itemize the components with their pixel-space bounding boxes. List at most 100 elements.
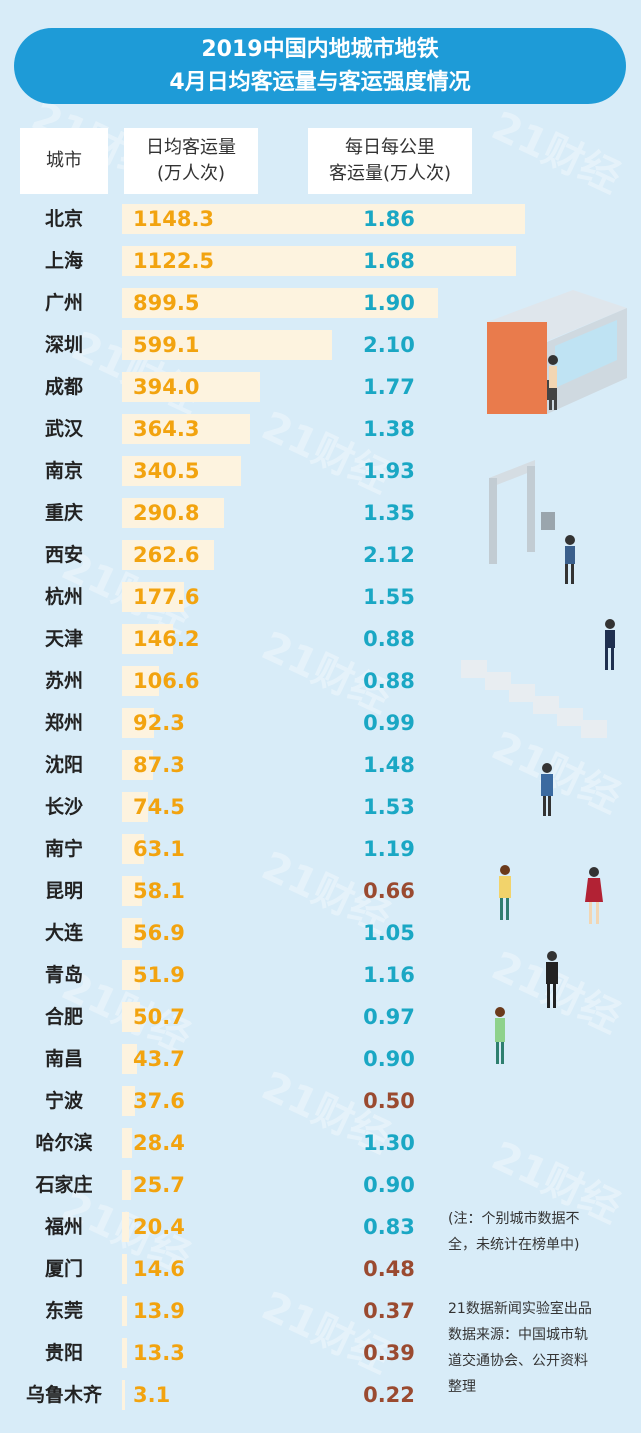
ridership-intensity-value: 0.66	[363, 879, 415, 903]
ridership-intensity-value: 1.55	[363, 585, 415, 609]
city-label: 杭州	[44, 586, 83, 608]
table-row: 南宁 63.1 1.19	[0, 828, 641, 870]
source-line4: 整理	[448, 1379, 476, 1395]
source-note: 21数据新闻实验室出品 数据来源：中国城市轨 道交通协会、公开资料 整理	[448, 1296, 592, 1400]
metro-station-illustration	[461, 290, 627, 738]
table-row: 青岛 51.9 1.16	[0, 954, 641, 996]
table-row: 乌鲁木齐 3.1 0.22	[0, 1374, 641, 1416]
avg-ridership-value: 13.9	[133, 1299, 185, 1323]
chart-title-banner: 2019中国内地城市地铁 4月日均客运量与客运强度情况	[14, 28, 626, 104]
ridership-intensity-value: 2.12	[363, 543, 415, 567]
ridership-intensity-value: 0.37	[363, 1299, 415, 1323]
ridership-bar	[122, 1044, 138, 1074]
city-label: 石家庄	[35, 1174, 93, 1196]
city-label: 郑州	[44, 712, 83, 734]
table-row: 大连 56.9 1.05	[0, 912, 641, 954]
table-row: 重庆 290.8 1.35	[0, 492, 641, 534]
disclaimer-line1: (注：个别城市数据不	[448, 1211, 580, 1227]
avg-ridership-value: 106.6	[133, 669, 200, 693]
table-row: 上海 1122.5 1.68	[0, 240, 641, 282]
city-label: 昆明	[44, 880, 83, 902]
chart-title-line2: 4月日均客运量与客运强度情况	[169, 70, 471, 95]
city-label: 宁波	[44, 1090, 83, 1112]
avg-ridership-value: 146.2	[133, 627, 200, 651]
ridership-intensity-value: 0.88	[363, 627, 415, 651]
ridership-intensity-value: 1.38	[363, 417, 415, 441]
table-row: 武汉 364.3 1.38	[0, 408, 641, 450]
passenger-icon	[499, 865, 511, 920]
source-line1: 21数据新闻实验室出品	[448, 1301, 592, 1317]
turnstile-row-icon	[461, 619, 615, 738]
ridership-bar	[122, 876, 143, 906]
ridership-intensity-value: 0.88	[363, 669, 415, 693]
avg-ridership-value: 50.7	[133, 1005, 185, 1029]
city-label: 重庆	[44, 502, 83, 524]
avg-ridership-value: 3.1	[133, 1383, 171, 1407]
ridership-bar	[122, 1170, 132, 1200]
table-row: 石家庄 25.7 0.90	[0, 1164, 641, 1206]
ridership-intensity-value: 1.53	[363, 795, 415, 819]
ridership-intensity-value: 1.19	[363, 837, 415, 861]
table-row: 厦门 14.6 0.48	[0, 1248, 641, 1290]
passenger-icon	[585, 867, 603, 924]
city-label: 成都	[44, 376, 83, 398]
ridership-bar	[122, 204, 525, 234]
avg-ridership-value: 177.6	[133, 585, 200, 609]
ridership-bar	[122, 1254, 128, 1284]
ridership-intensity-value: 0.90	[363, 1173, 415, 1197]
ridership-bar	[122, 456, 242, 486]
table-row: 南昌 43.7 0.90	[0, 1038, 641, 1080]
city-label: 天津	[44, 628, 83, 650]
table-row: 天津 146.2 0.88	[0, 618, 641, 660]
chart-title-line1: 2019中国内地城市地铁	[201, 37, 439, 62]
avg-ridership-value: 58.1	[133, 879, 185, 903]
avg-ridership-value: 599.1	[133, 333, 200, 357]
avg-ridership-value: 364.3	[133, 417, 200, 441]
header-avg-line2: (万人次)	[156, 163, 226, 184]
ridership-intensity-value: 0.90	[363, 1047, 415, 1071]
passenger-icon	[541, 763, 553, 816]
ridership-intensity-value: 1.77	[363, 375, 415, 399]
table-row: 成都 394.0 1.77	[0, 366, 641, 408]
header-avg-ridership: 日均客运量 (万人次)	[124, 128, 258, 194]
city-label: 上海	[44, 250, 83, 272]
table-row: 苏州 106.6 0.88	[0, 660, 641, 702]
table-row: 西安 262.6 2.12	[0, 534, 641, 576]
ridership-intensity-value: 1.90	[363, 291, 415, 315]
passenger-icon	[546, 951, 558, 1008]
avg-ridership-value: 1122.5	[133, 249, 215, 273]
ridership-intensity-value: 0.22	[363, 1383, 415, 1407]
ridership-intensity-value: 0.97	[363, 1005, 415, 1029]
city-label: 苏州	[44, 670, 83, 692]
table-row: 北京 1148.3 1.86	[0, 198, 641, 240]
ridership-bar	[122, 1380, 125, 1410]
source-line2: 数据来源：中国城市轨	[448, 1327, 588, 1343]
avg-ridership-value: 262.6	[133, 543, 200, 567]
table-row: 合肥 50.7 0.97	[0, 996, 641, 1038]
city-label: 深圳	[44, 334, 83, 356]
city-label: 厦门	[44, 1258, 83, 1280]
city-label: 东莞	[44, 1300, 83, 1322]
ridership-intensity-value: 1.16	[363, 963, 415, 987]
ticket-booth-icon	[487, 290, 627, 414]
ridership-intensity-value: 1.48	[363, 753, 415, 777]
ridership-bar	[122, 1128, 132, 1158]
city-label: 合肥	[44, 1006, 83, 1028]
ridership-bar	[122, 414, 250, 444]
ridership-bar	[122, 1002, 140, 1032]
ridership-bar	[122, 582, 185, 612]
watermark: 21财经	[484, 103, 628, 203]
avg-ridership-value: 74.5	[133, 795, 185, 819]
city-label: 福州	[44, 1216, 83, 1238]
avg-ridership-value: 14.6	[133, 1257, 185, 1281]
header-km-line1: 每日每公里	[345, 137, 435, 158]
avg-ridership-value: 290.8	[133, 501, 200, 525]
table-row: 郑州 92.3 0.99	[0, 702, 641, 744]
city-label: 西安	[44, 544, 83, 566]
city-label: 武汉	[44, 418, 83, 440]
ridership-intensity-value: 1.30	[363, 1131, 415, 1155]
avg-ridership-value: 37.6	[133, 1089, 185, 1113]
table-row: 广州 899.5 1.90	[0, 282, 641, 324]
passenger-icon	[495, 1007, 505, 1064]
avg-ridership-value: 20.4	[133, 1215, 185, 1239]
